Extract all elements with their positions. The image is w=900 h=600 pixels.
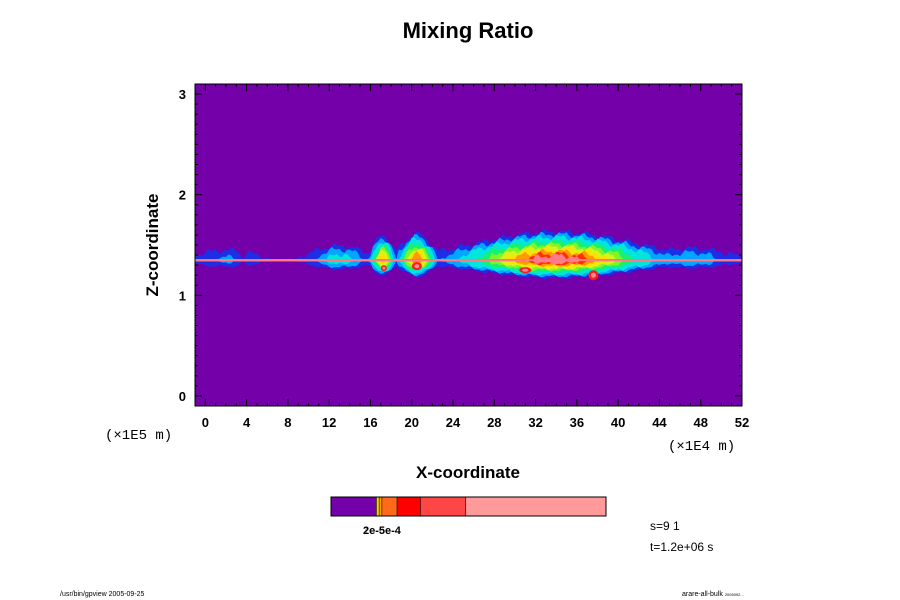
x-tick-label: 32 bbox=[528, 415, 542, 430]
field-contour-level bbox=[195, 243, 742, 271]
y-tick-label: 0 bbox=[179, 389, 186, 404]
s-annotation: s=9 1 bbox=[650, 519, 680, 533]
t-annotation: t=1.2e+06 s bbox=[650, 540, 713, 554]
y-tick-label: 3 bbox=[179, 87, 186, 102]
colorbar-segment bbox=[379, 497, 382, 516]
field-peak-core bbox=[522, 268, 529, 272]
chart-title: Mixing Ratio bbox=[403, 18, 534, 43]
x-tick-label: 0 bbox=[202, 415, 209, 430]
colorbar-frame bbox=[330, 496, 607, 517]
x-tick-label: 16 bbox=[363, 415, 377, 430]
y-axis-label: Z-coordinate bbox=[143, 194, 162, 297]
footer-right: arare-all-bulk 2005092... bbox=[682, 591, 744, 598]
x-tick-label: 4 bbox=[243, 415, 251, 430]
x-tick-label: 48 bbox=[693, 415, 707, 430]
y-tick-label: 1 bbox=[179, 288, 186, 303]
x-tick-label: 8 bbox=[284, 415, 291, 430]
colorbar bbox=[331, 497, 606, 516]
x-tick-label: 24 bbox=[446, 415, 461, 430]
x-scale-label: (×1E4 m) bbox=[668, 439, 735, 455]
field-peak-core bbox=[382, 266, 386, 270]
footer-left: /usr/bin/gpview 2005-09-25 bbox=[60, 591, 145, 598]
x-axis-label: X-coordinate bbox=[416, 463, 520, 482]
field-peak-core bbox=[590, 272, 596, 278]
y-scale-label: (×1E5 m) bbox=[105, 428, 172, 444]
y-axis-ticks: 0 1 2 3 bbox=[179, 87, 742, 404]
colorbar-segment bbox=[465, 497, 606, 516]
x-tick-label: 40 bbox=[611, 415, 625, 430]
field-peak-core bbox=[414, 264, 420, 269]
colorbar-segment bbox=[331, 497, 377, 516]
colorbar-segment bbox=[397, 497, 421, 516]
x-tick-label: 52 bbox=[735, 415, 749, 430]
footer-right-small: 2005092... bbox=[725, 592, 744, 597]
x-tick-label: 36 bbox=[570, 415, 584, 430]
colorbar-segment bbox=[420, 497, 466, 516]
x-tick-label: 12 bbox=[322, 415, 336, 430]
footer-right-main: arare-all-bulk bbox=[682, 591, 723, 598]
x-tick-label: 20 bbox=[405, 415, 419, 430]
mixing-ratio-field bbox=[195, 229, 742, 281]
colorbar-tick-label: 2e-5e-4 bbox=[363, 525, 402, 537]
colorbar-segment bbox=[381, 497, 397, 516]
colorbar-segment bbox=[376, 497, 380, 516]
y-tick-label: 2 bbox=[179, 188, 186, 203]
x-tick-label: 44 bbox=[652, 415, 667, 430]
x-axis-ticks: 0 4 8 12 16 20 24 28 32 36 40 44 48 52 bbox=[194, 84, 749, 430]
x-tick-label: 28 bbox=[487, 415, 501, 430]
colorbar-tick-label-overlap: 1e-6 bbox=[363, 525, 385, 537]
